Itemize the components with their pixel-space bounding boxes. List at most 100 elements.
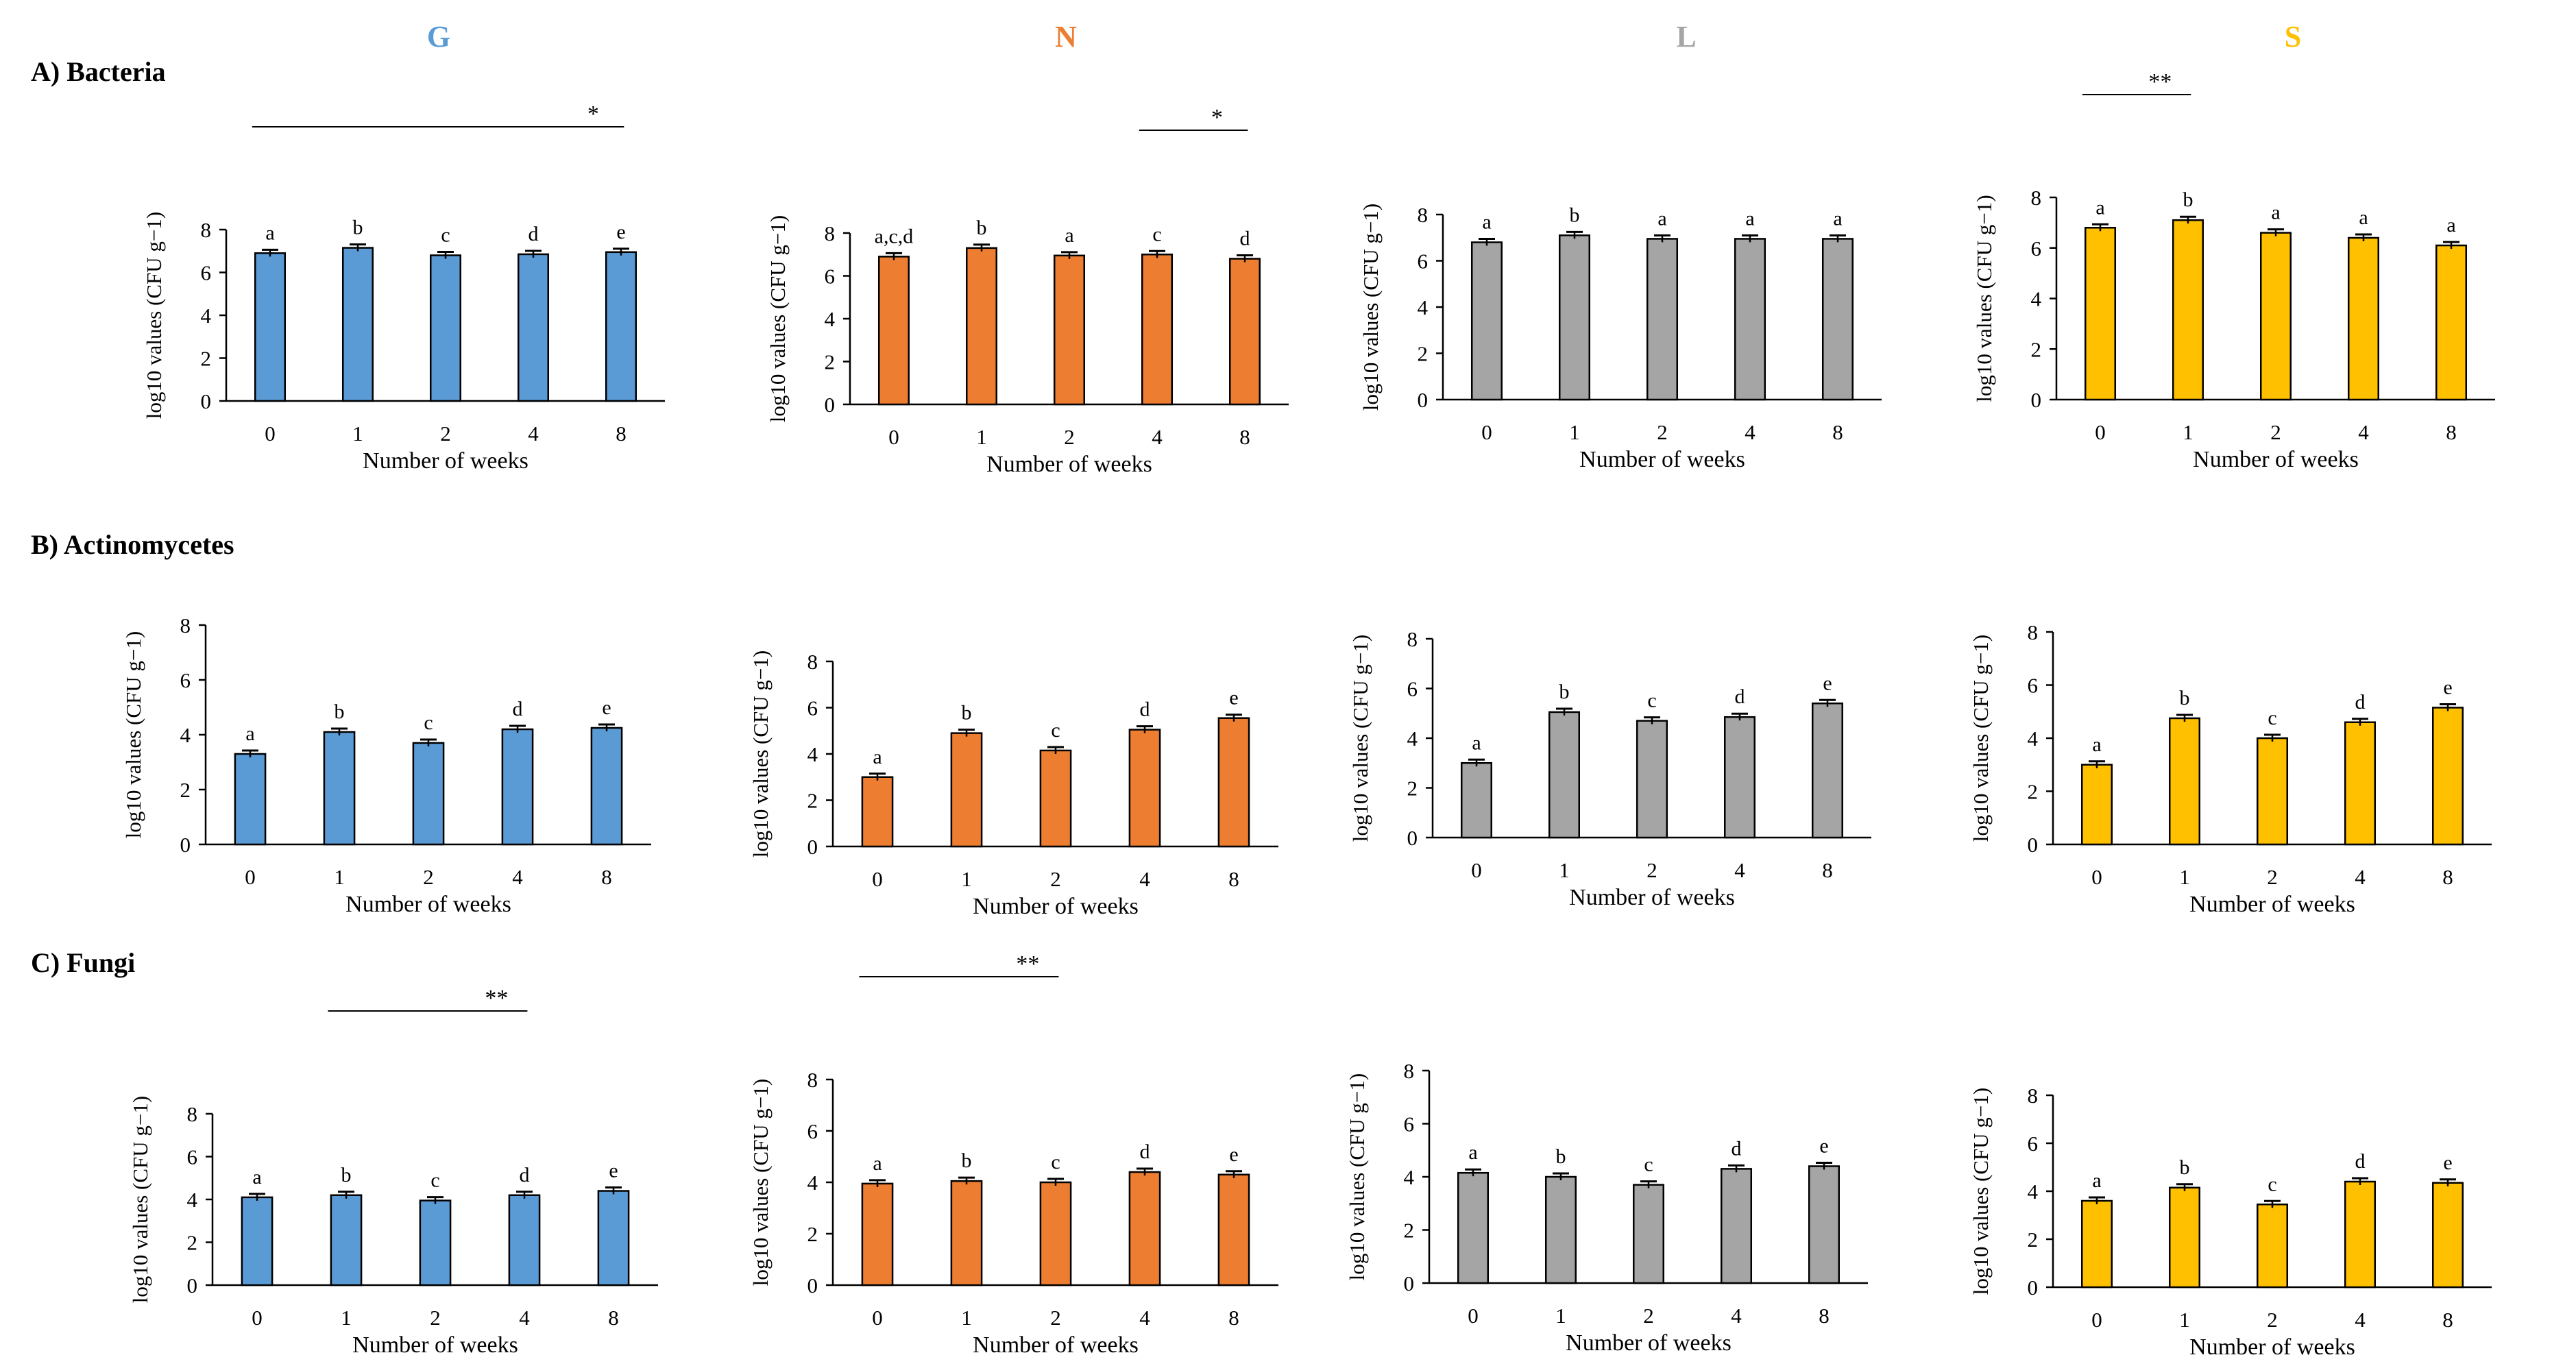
bar-letter: a bbox=[2446, 214, 2455, 236]
bar-letter: b bbox=[341, 1164, 352, 1186]
x-axis-title: Number of weeks bbox=[1579, 447, 1745, 472]
x-tick-label: 0 bbox=[872, 1306, 883, 1330]
y-tick-label: 8 bbox=[807, 1068, 818, 1092]
bar-letter: c bbox=[1152, 223, 1161, 245]
x-tick-label: 2 bbox=[2267, 865, 2278, 889]
significance-marker: * bbox=[587, 101, 599, 127]
bar bbox=[1217, 1173, 1250, 1286]
bar bbox=[254, 252, 287, 402]
y-tick-label: 6 bbox=[2028, 1132, 2039, 1156]
row-label-3: C) Fungi bbox=[31, 947, 135, 978]
y-tick-label: 0 bbox=[1404, 1271, 1415, 1295]
x-tick-label: 4 bbox=[1745, 420, 1755, 444]
bar-letter: c bbox=[430, 1169, 439, 1192]
y-axis-title: log10 values (CFU g−1) bbox=[1348, 635, 1372, 842]
x-tick-label: 1 bbox=[1559, 858, 1570, 882]
bar-letter: e bbox=[616, 221, 625, 243]
y-tick-label: 2 bbox=[825, 350, 836, 374]
x-tick-label: 4 bbox=[1734, 858, 1745, 882]
bar-letter: b bbox=[335, 700, 345, 723]
y-tick-label: 2 bbox=[1407, 777, 1418, 801]
bar bbox=[1128, 729, 1161, 848]
bar-letter: a bbox=[245, 722, 254, 745]
x-tick-label: 0 bbox=[265, 422, 276, 446]
panel-r1-c4: 0 2 4 6 8 log10 values (CFU g−1) a 0 b 1 a 2 a 4 a 8 Num… bbox=[1972, 69, 2495, 472]
bar bbox=[2168, 1186, 2201, 1289]
y-tick-label: 0 bbox=[807, 1273, 818, 1297]
y-tick-label: 8 bbox=[825, 221, 836, 245]
y-tick-label: 8 bbox=[2028, 620, 2039, 644]
x-tick-label: 8 bbox=[1819, 1304, 1830, 1328]
panel-r2-c4: 0 2 4 6 8 log10 values (CFU g−1) a 0 b 1 c 2 d 4 e 8 Num… bbox=[1969, 620, 2492, 917]
x-tick-label: 8 bbox=[2446, 420, 2457, 444]
bar bbox=[2344, 1180, 2377, 1289]
y-tick-label: 8 bbox=[2028, 1084, 2039, 1108]
bar bbox=[2080, 764, 2113, 846]
bar bbox=[234, 753, 267, 846]
y-tick-label: 0 bbox=[201, 389, 212, 413]
bar-letter: d bbox=[520, 1164, 530, 1186]
x-tick-label: 0 bbox=[1481, 420, 1492, 444]
x-tick-label: 2 bbox=[1050, 867, 1061, 891]
x-tick-label: 8 bbox=[608, 1306, 619, 1330]
bar bbox=[330, 1194, 363, 1286]
bar bbox=[241, 1196, 274, 1286]
x-tick-label: 8 bbox=[1239, 425, 1250, 449]
bar-letter: d bbox=[1140, 698, 1150, 721]
panel-r2-c2: 0 2 4 6 8 log10 values (CFU g−1) a 0 b 1 c 2 d 4 e 8 Num… bbox=[749, 650, 1278, 919]
y-tick-label: 8 bbox=[1407, 627, 1418, 651]
bar-letter: b bbox=[1559, 681, 1570, 703]
y-tick-label: 0 bbox=[2028, 833, 2039, 857]
y-tick-label: 0 bbox=[180, 833, 191, 857]
y-tick-label: 0 bbox=[807, 835, 818, 859]
y-tick-label: 8 bbox=[807, 650, 818, 674]
bar bbox=[1558, 234, 1591, 401]
bar bbox=[861, 1182, 894, 1286]
bar-letter: d bbox=[1731, 1137, 1742, 1160]
y-tick-label: 4 bbox=[825, 307, 836, 331]
x-tick-label: 1 bbox=[976, 425, 987, 449]
x-tick-label: 1 bbox=[2179, 1308, 2190, 1332]
bar-letter: c bbox=[2268, 707, 2276, 729]
bar bbox=[1217, 717, 1250, 848]
y-tick-label: 2 bbox=[180, 778, 191, 802]
bar-letter: a bbox=[2359, 206, 2368, 229]
y-axis-title: log10 values (CFU g−1) bbox=[1345, 1073, 1369, 1281]
row-label-1: A) Bacteria bbox=[31, 56, 166, 87]
bar bbox=[2172, 219, 2204, 401]
x-tick-label: 4 bbox=[528, 422, 539, 446]
bar-letter: b bbox=[962, 702, 972, 724]
x-tick-label: 0 bbox=[1468, 1304, 1479, 1328]
x-axis-title: Number of weeks bbox=[2189, 1334, 2355, 1360]
bar bbox=[1720, 1168, 1753, 1284]
bar bbox=[1734, 238, 1766, 401]
x-tick-label: 2 bbox=[1064, 425, 1075, 449]
y-axis-title: log10 values (CFU g−1) bbox=[1972, 195, 1996, 402]
y-tick-label: 4 bbox=[2028, 1180, 2039, 1204]
x-tick-label: 1 bbox=[2183, 420, 2194, 444]
x-tick-label: 0 bbox=[2091, 865, 2102, 889]
bar-letter: b bbox=[1570, 204, 1580, 226]
y-axis-title: log10 values (CFU g−1) bbox=[121, 631, 145, 839]
x-tick-label: 2 bbox=[1647, 858, 1657, 882]
bar-letter: e bbox=[2443, 676, 2452, 698]
bar bbox=[2344, 721, 2377, 846]
bar-letter: a bbox=[1468, 1141, 1477, 1164]
bar-letter: d bbox=[528, 223, 539, 245]
y-tick-label: 2 bbox=[2028, 1228, 2039, 1252]
x-tick-label: 2 bbox=[1657, 420, 1668, 444]
x-tick-label: 4 bbox=[2355, 865, 2366, 889]
bar bbox=[1723, 716, 1756, 839]
bar bbox=[1039, 749, 1072, 848]
x-tick-label: 2 bbox=[423, 865, 434, 889]
bar bbox=[508, 1194, 541, 1286]
bar bbox=[950, 1180, 983, 1286]
bar bbox=[1821, 238, 1854, 401]
y-tick-label: 4 bbox=[2028, 727, 2039, 751]
y-tick-label: 8 bbox=[201, 218, 212, 242]
panel-r1-c2: 0 2 4 6 8 log10 values (CFU g−1) a,c,d 0 b 1 a 2 c 4 d… bbox=[766, 105, 1289, 477]
x-tick-label: 8 bbox=[1832, 420, 1843, 444]
y-tick-label: 8 bbox=[2031, 186, 2042, 210]
x-tick-label: 8 bbox=[2442, 865, 2453, 889]
